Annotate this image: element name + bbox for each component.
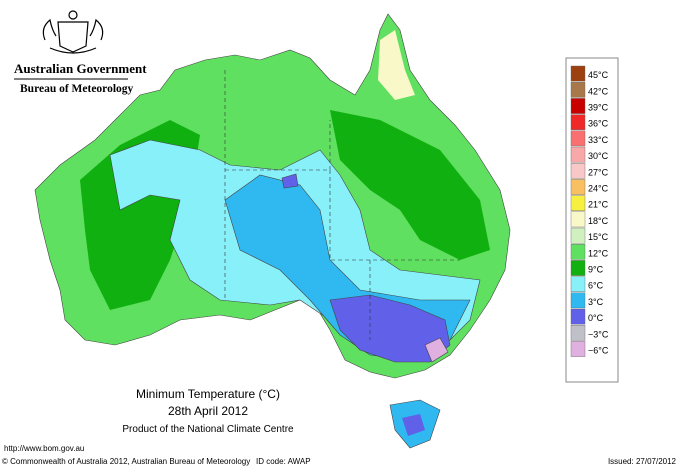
- legend-label: 36°C: [588, 119, 609, 129]
- legend-label: 0°C: [588, 313, 604, 323]
- map-title: Minimum Temperature (°C): [136, 387, 280, 401]
- legend-label: 39°C: [588, 103, 609, 113]
- legend-swatch: [570, 179, 586, 195]
- copyright: © Commonwealth of Australia 2012, Austra…: [2, 457, 250, 466]
- legend-swatch: [570, 227, 586, 244]
- legend-label: 45°C: [588, 70, 609, 80]
- url: http://www.bom.gov.au: [4, 444, 84, 453]
- legend-label: 33°C: [588, 135, 609, 145]
- legend-label: 27°C: [588, 167, 609, 177]
- government: Australian Government: [14, 61, 147, 76]
- crest: [42, 10, 104, 54]
- legend-swatch: [570, 260, 586, 276]
- legend-label: −6°C: [588, 346, 609, 356]
- legend-label: −3°C: [588, 329, 609, 339]
- legend-swatch: [570, 146, 586, 163]
- legend-label: 15°C: [588, 232, 609, 242]
- legend-swatch: [570, 308, 586, 325]
- map-subtitle: Product of the National Climate Centre: [122, 424, 294, 435]
- legend-label: 3°C: [588, 297, 604, 307]
- legend-label: 18°C: [588, 216, 609, 226]
- legend-label: 24°C: [588, 184, 609, 194]
- legend-swatch: [570, 243, 586, 260]
- agency: Bureau of Meteorology: [20, 83, 134, 95]
- legend-label: 21°C: [588, 200, 609, 210]
- legend-label: 42°C: [588, 86, 609, 96]
- legend-swatch: [570, 341, 586, 357]
- legend-label: 12°C: [588, 248, 609, 258]
- issued: Issued: 27/07/2012: [608, 457, 677, 466]
- legend-label: 30°C: [588, 151, 609, 161]
- legend-swatch: [570, 292, 586, 309]
- legend-swatch: [570, 325, 586, 341]
- legend-swatch: [570, 195, 586, 212]
- legend-swatch: [570, 211, 586, 228]
- legend: 45°C 42°C 39°C 36°C 33°C 30°C 27°C 24°C 21°C 18°C…: [565, 57, 619, 383]
- legend-label: 9°C: [588, 265, 604, 275]
- map-date: 28th April 2012: [168, 404, 248, 418]
- legend-swatch: [570, 276, 586, 293]
- id-code: ID code: AWAP: [256, 457, 311, 466]
- legend-swatch: [570, 81, 586, 98]
- australia-map: [34, 13, 511, 449]
- legend-swatch: [570, 130, 586, 147]
- legend-label: 6°C: [588, 281, 604, 291]
- legend-swatch: [570, 114, 586, 130]
- legend-swatch: [570, 65, 586, 82]
- legend-swatch: [570, 162, 586, 179]
- legend-swatch: [570, 98, 586, 114]
